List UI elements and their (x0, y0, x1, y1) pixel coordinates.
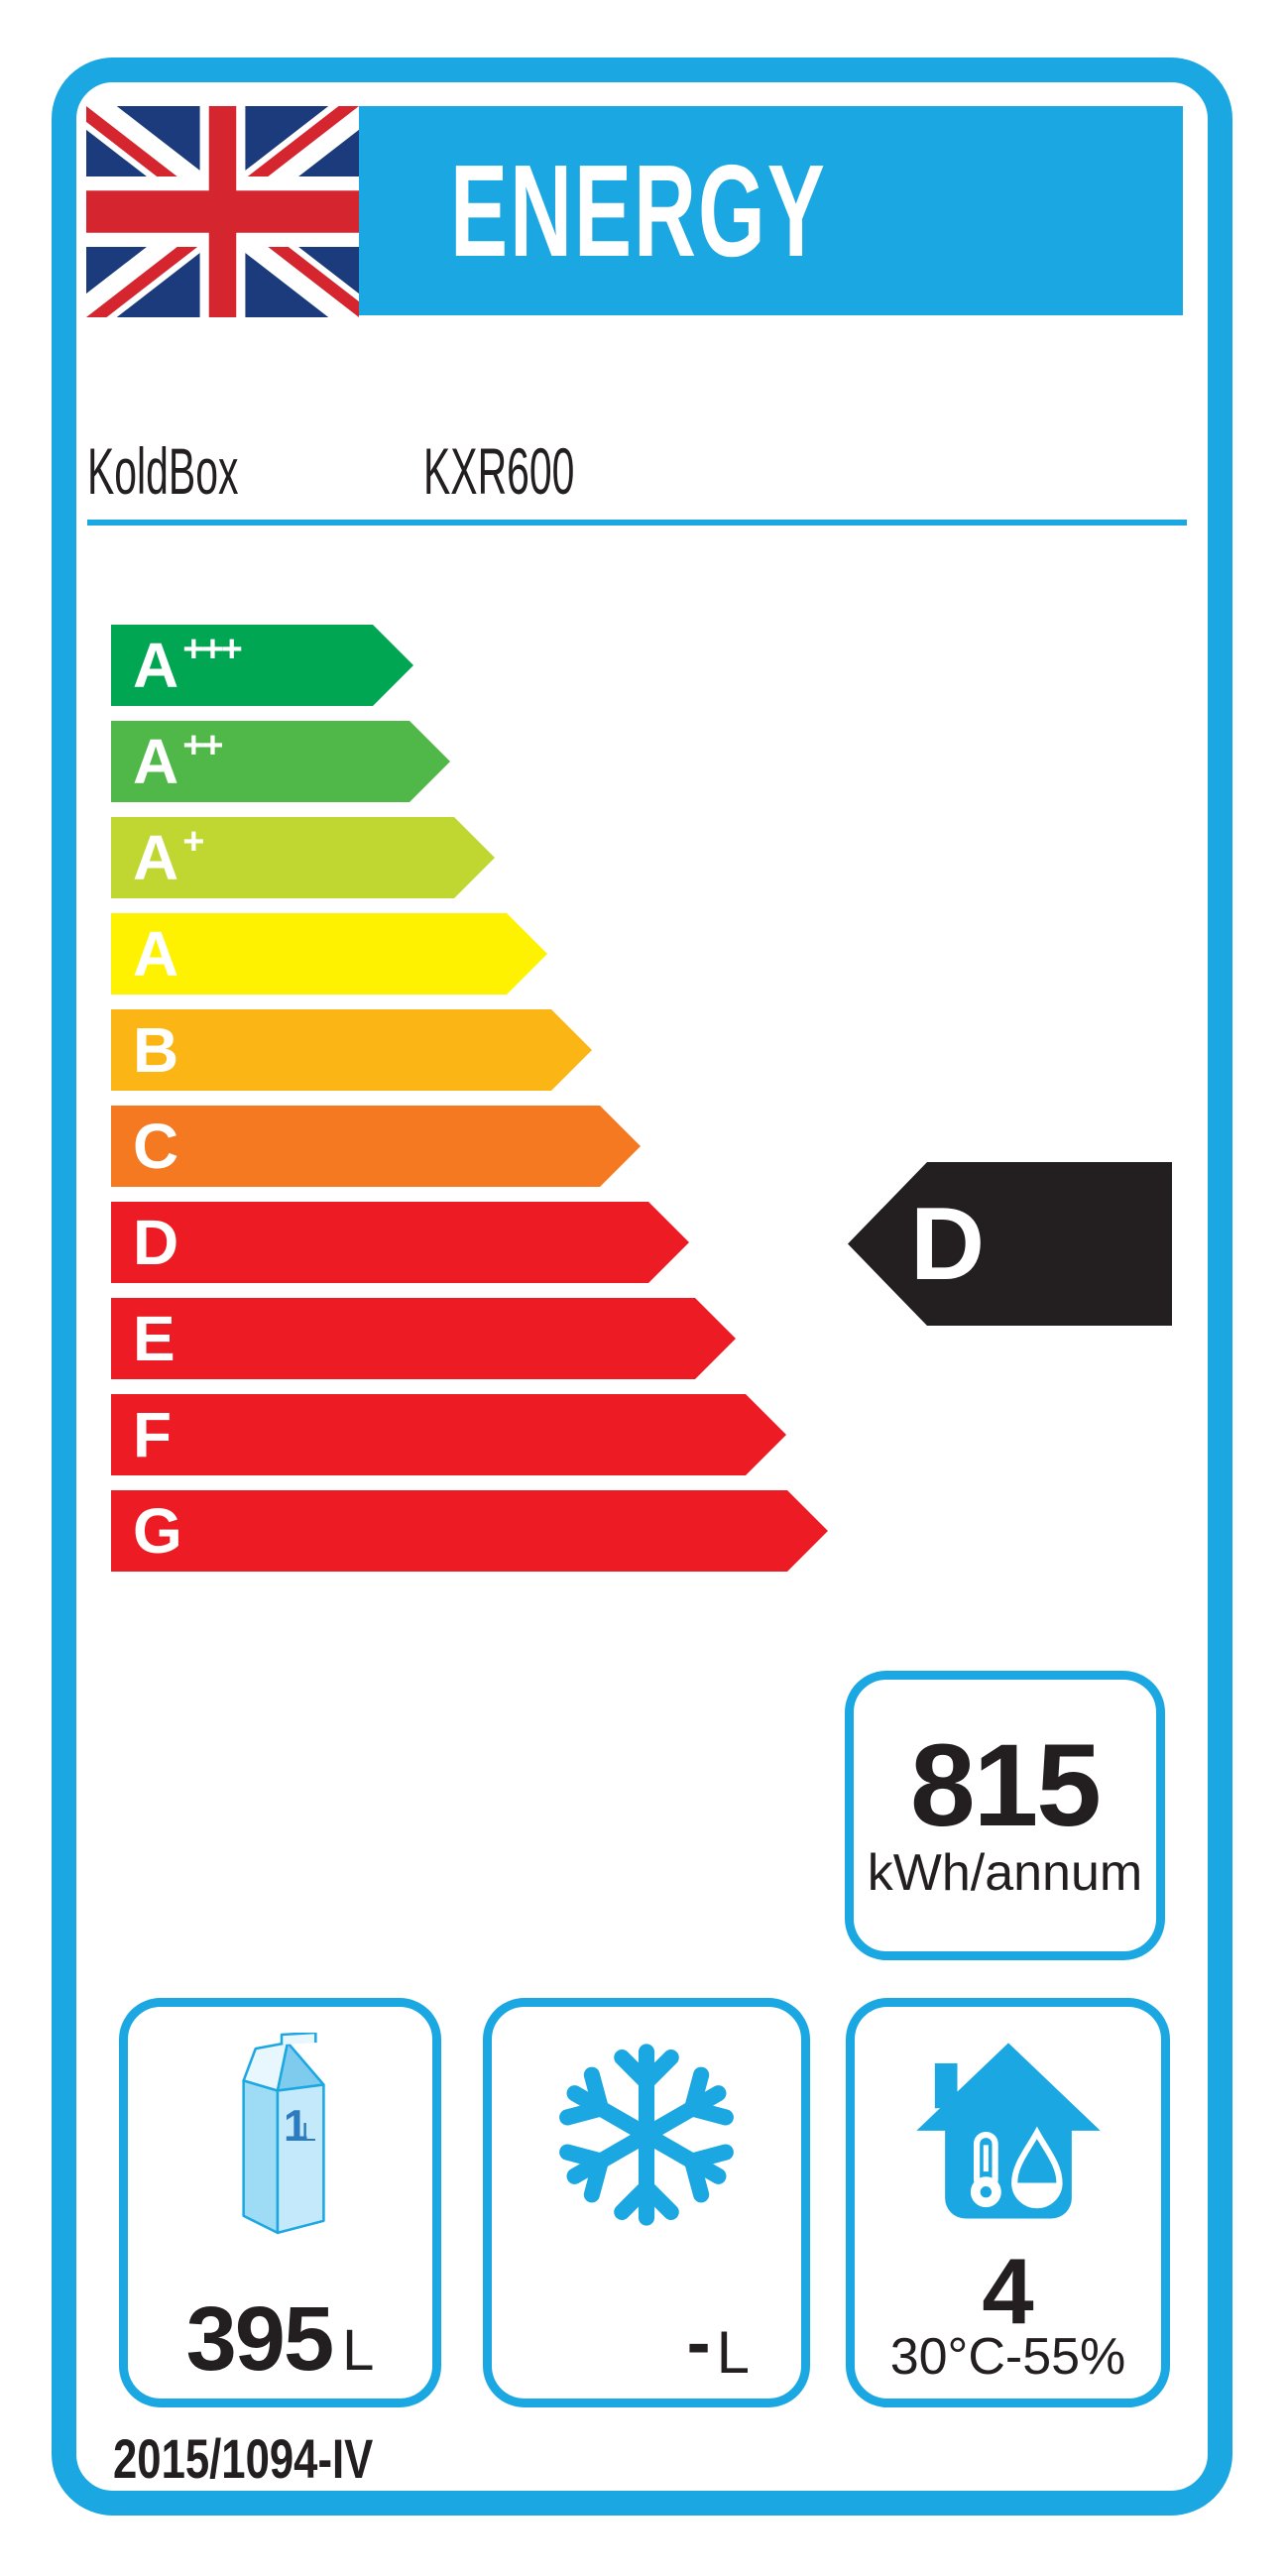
house-climate-icon (915, 2043, 1101, 2219)
rating-bar-f: F (111, 1394, 786, 1475)
energy-title: ENERGY (450, 137, 827, 284)
rating-bar-letter: G (133, 1495, 182, 1567)
kwh-unit: kWh/annum (867, 1844, 1143, 1903)
rating-bar-c: C (111, 1106, 641, 1187)
climate-class-range: 30°C-55% (889, 2328, 1126, 2386)
rating-bar-d: D (111, 1202, 689, 1283)
rating-bar-g: G (111, 1490, 828, 1572)
freezer-volume-unit: L (716, 2319, 750, 2386)
rating-bar-e: E (111, 1298, 736, 1379)
fridge-volume-value: 395 (185, 2288, 334, 2390)
label-border (52, 58, 1232, 2516)
rating-bar-b: B (111, 1009, 592, 1091)
rating-bar-letter: B (133, 1014, 179, 1086)
freezer-volume-box: - L (483, 1998, 810, 2407)
kwh-value: 815 (910, 1720, 1102, 1852)
fridge-volume-unit: L (342, 2318, 375, 2383)
rating-bar-letter: A (133, 918, 179, 990)
uk-flag-icon (86, 106, 359, 317)
header-divider (87, 520, 1187, 526)
milk-carton-icon: 1 L (241, 2033, 325, 2235)
rating-bar-letter: D (133, 1207, 179, 1278)
rating-bar-letter: E (133, 1303, 176, 1374)
climate-class-box: 4 30°C-55% (846, 1998, 1170, 2407)
climate-class-value: 4 (982, 2239, 1034, 2343)
rating-bar-superscript: + (182, 821, 202, 863)
rating-indicator-letter: D (910, 1186, 986, 1302)
carton-volume-unit: L (301, 2117, 316, 2147)
energy-banner: ENERGY (359, 106, 1183, 315)
rating-bar-a+++: A +++ (111, 625, 413, 706)
rating-bar-a: A (111, 913, 547, 995)
freezer-volume-value: - (686, 2303, 711, 2383)
rating-bar-a+: A + (111, 817, 495, 898)
rating-bar-letter: A (133, 630, 179, 701)
rating-bar-letter: F (133, 1399, 173, 1470)
rating-indicator: D (848, 1162, 1172, 1326)
rating-scale: A +++ A ++ A + A B C D E F G (111, 625, 828, 1586)
rating-bar-superscript: ++ (182, 725, 221, 766)
energy-consumption-box: 815 kWh/annum (845, 1671, 1165, 1960)
rating-bar-a++: A ++ (111, 721, 450, 802)
model-number: KXR600 (423, 434, 575, 508)
regulation-reference: 2015/1094-IV (113, 2427, 374, 2490)
rating-bar-letter: A (133, 822, 179, 893)
snowflake-icon (552, 2044, 741, 2226)
rating-bar-letter: C (133, 1111, 179, 1182)
rating-bar-superscript: +++ (182, 629, 240, 670)
fridge-volume-box: 1 L 395 L (119, 1998, 441, 2407)
rating-bar-letter: A (133, 726, 179, 797)
carton-volume-number: 1 (284, 2102, 308, 2151)
brand-name: KoldBox (87, 434, 239, 508)
